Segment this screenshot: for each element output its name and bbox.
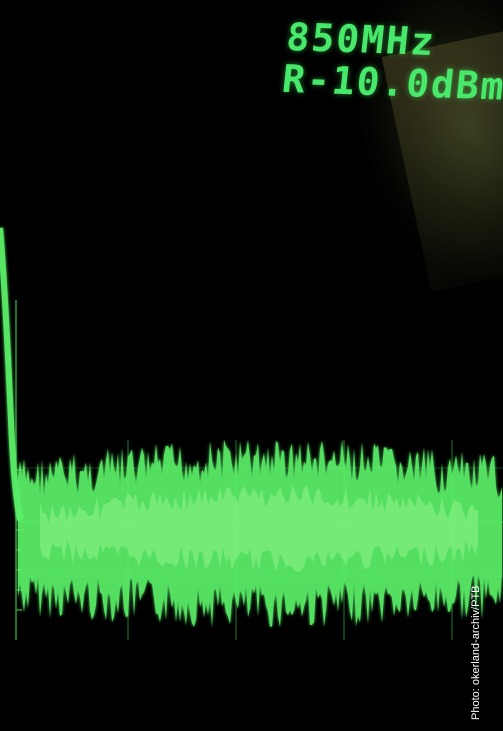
instrument-readout: 850MHz R-10.0dBm <box>280 15 503 110</box>
reference-level-readout: R-10.0dBm <box>280 56 503 109</box>
noise-floor-core <box>40 484 478 572</box>
trace-left-edge <box>0 227 23 521</box>
photo-credit: Photo: okerland-archiv/PTB <box>470 585 482 720</box>
noise-floor-band <box>18 439 502 628</box>
